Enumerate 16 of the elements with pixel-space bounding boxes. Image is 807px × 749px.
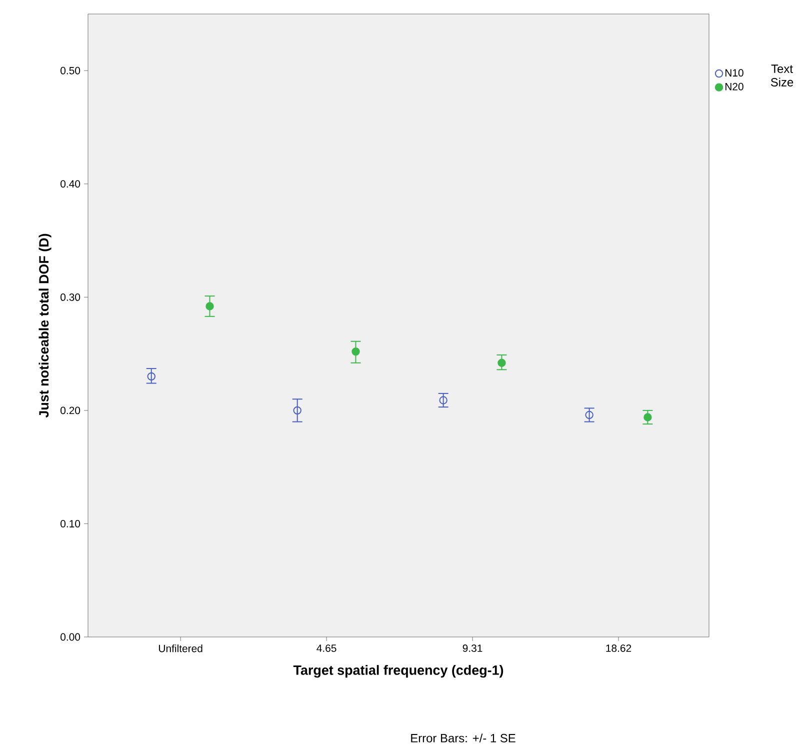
y-axis-title: Just noticeable total DOF (D) bbox=[38, 234, 52, 418]
y-tick-label: 0.30 bbox=[60, 293, 80, 301]
x-tick-label: 9.31 bbox=[462, 644, 482, 652]
y-tick-label: 0.50 bbox=[60, 66, 80, 74]
legend-label: N20 bbox=[725, 82, 744, 90]
legend-label: N10 bbox=[725, 69, 744, 77]
x-axis-title: Target spatial frequency (cdeg-1) bbox=[293, 665, 504, 678]
x-tick-label: 4.65 bbox=[316, 644, 336, 652]
x-tick-label: Unfiltered bbox=[158, 644, 202, 652]
x-tick-label: 18.62 bbox=[606, 644, 632, 652]
text: Error Bars: +/- 1 SE bbox=[411, 734, 516, 742]
legend-title: Text Size bbox=[770, 64, 794, 86]
y-tick-label: 0.10 bbox=[60, 520, 80, 528]
y-tick-label: 0.40 bbox=[60, 180, 80, 188]
y-tick-label: 0.20 bbox=[60, 406, 80, 414]
y-tick-label: 0.00 bbox=[60, 633, 80, 641]
